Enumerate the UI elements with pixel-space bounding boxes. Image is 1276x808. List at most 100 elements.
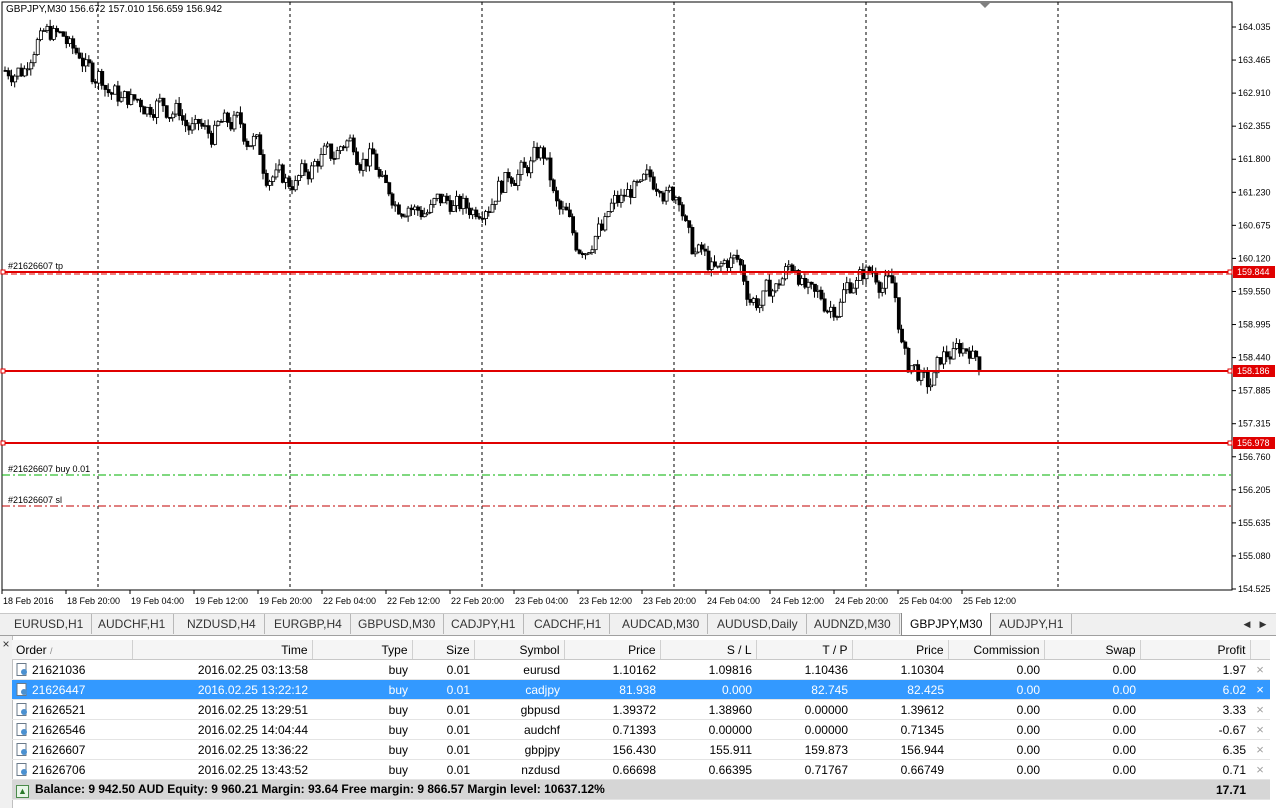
chart-symbol-header: GBPJPY,M30 156.672 157.010 156.659 156.9… [6,4,223,15]
tab-gbpjpy-m30[interactable]: GBPJPY,M30 [901,613,992,636]
close-order-icon[interactable]: × [1250,659,1270,680]
tab-cadchf-h1[interactable]: CADCHF,H1 [526,614,611,634]
profit-cell: 1.97 [1140,659,1250,680]
tab-eurgbp-h4[interactable]: EURGBP,H4 [266,614,351,634]
candle-body [851,287,856,294]
candle-body [239,112,243,125]
swap-cell: 0.00 [1044,739,1140,760]
candle-body [829,306,833,312]
price-tick-label: 156.205 [1238,485,1271,495]
profit-cell: 6.02 [1140,679,1250,700]
col-price[interactable]: Price [564,640,661,660]
tab-nzdusd-h4[interactable]: NZDUSD,H4 [179,614,265,634]
close-order-icon[interactable]: × [1250,739,1270,760]
col-current-price[interactable]: Price [852,640,949,660]
chart-canvas[interactable]: 164.035 163.465 162.910 162.355 161.800 161.2… [0,0,1276,610]
candle-body [429,204,434,213]
candle-body [845,282,850,291]
candle-body [190,123,195,131]
type-cell: buy [312,719,412,740]
commission-cell: 0.00 [948,759,1044,780]
candle-body [748,298,753,303]
candle-body [61,31,66,37]
tab-cadjpy-h1[interactable]: CADJPY,H1 [443,614,525,634]
candle-body [813,283,817,292]
close-order-icon[interactable]: × [1250,699,1270,720]
col-size[interactable]: Size [412,640,475,660]
candle-body [467,207,472,216]
tab-audcad-m30[interactable]: AUDCAD,M30 [614,614,709,634]
profit-cell: 6.35 [1140,739,1250,760]
time-cell: 2016.02.25 14:04:44 [132,719,312,740]
tab-audchf-h1[interactable]: AUDCHF,H1 [90,614,175,634]
close-order-icon[interactable]: × [1250,719,1270,740]
candle-body [925,370,930,388]
col-symbol[interactable]: Symbol [474,640,565,660]
candle-body [284,177,288,183]
price-chart[interactable]: 164.035 163.465 162.910 162.355 161.800 161.2… [0,0,1276,610]
candle-body [742,264,746,282]
time-tick-label: 22 Feb 04:00 [323,596,376,606]
candle-body [877,281,882,293]
col-profit[interactable]: Profit [1140,640,1251,660]
candle-body [751,298,756,303]
price-tick-label: 161.230 [1238,187,1271,197]
tab-scroll-right-icon[interactable]: ▶ [1259,619,1267,629]
tab-audusd-daily[interactable]: AUDUSD,Daily [709,614,807,634]
col-time[interactable]: Time [132,640,313,660]
commission-cell: 0.00 [948,679,1044,700]
trade-row[interactable]: 21626706 2016.02.25 13:43:52 buy 0.01 nzdusd… [12,759,1270,780]
current-price-line-handle [1227,440,1233,446]
candle-body [555,190,559,202]
col-sl[interactable]: S / L [660,640,757,660]
candle-body [564,206,569,211]
balance-summary-text: Balance: 9 942.50 AUD Equity: 9 960.21 M… [35,781,605,796]
time-tick-label: 23 Feb 12:00 [579,596,632,606]
close-order-icon[interactable]: × [1250,759,1270,780]
candle-body [126,91,130,105]
candle-body [790,264,795,272]
candle-body [745,280,750,300]
candle-body [671,186,675,201]
col-swap[interactable]: Swap [1044,640,1141,660]
tab-audnzd-m30[interactable]: AUDNZD,M30 [806,614,900,634]
trade-row[interactable]: 21626546 2016.02.25 14:04:44 buy 0.01 audchf… [12,719,1270,740]
order-id: 21626447 [32,682,86,697]
candle-body [719,262,724,267]
candle-body [626,189,630,197]
candle-body [497,180,501,202]
take-profit-cell: 0.71767 [756,759,852,780]
candle-body [545,157,550,160]
tab-eurusd-h1[interactable]: EURUSD,H1 [6,614,93,634]
candle-body [880,287,885,293]
candle-body [477,216,482,219]
tab-scroll-left-icon[interactable]: ◀ [1243,619,1251,629]
current-price-line-price-box [1233,437,1275,449]
symbol-cell: gbpjpy [474,739,564,760]
trade-row[interactable]: 21626607 2016.02.25 13:36:22 buy 0.01 gbpjpy… [12,739,1270,760]
trade-row[interactable]: 21626521 2016.02.25 13:29:51 buy 0.01 gbpusd… [12,699,1270,720]
candle-body [219,120,224,123]
time-cell: 2016.02.25 13:29:51 [132,699,312,720]
time-tick-label: 19 Feb 20:00 [259,596,312,606]
candle-body [242,123,247,142]
candle-body [161,97,166,107]
candle-body [419,209,424,218]
candle-body [890,275,895,284]
trade-row[interactable]: 21621036 2016.02.25 03:13:58 buy 0.01 eurusd… [12,659,1270,680]
col-type[interactable]: Type [312,640,413,660]
close-terminal-icon[interactable]: × [2,637,10,651]
candle-body [113,85,118,95]
tab-audjpy-h1[interactable]: AUDJPY,H1 [991,614,1073,634]
commission-cell: 0.00 [948,699,1044,720]
order-icon [16,662,27,676]
close-order-icon[interactable]: × [1250,679,1270,700]
tab-gbpusd-m30[interactable]: GBPUSD,M30 [350,614,445,634]
trade-row[interactable]: 21626447 2016.02.25 13:22:12 buy 0.01 cadjpy… [12,679,1270,700]
col-order[interactable]: Order / [12,640,133,660]
candle-body [777,283,782,286]
col-tp[interactable]: T / P [756,640,853,660]
candle-body [203,125,208,128]
candle-body [577,249,582,254]
col-commission[interactable]: Commission [948,640,1045,660]
